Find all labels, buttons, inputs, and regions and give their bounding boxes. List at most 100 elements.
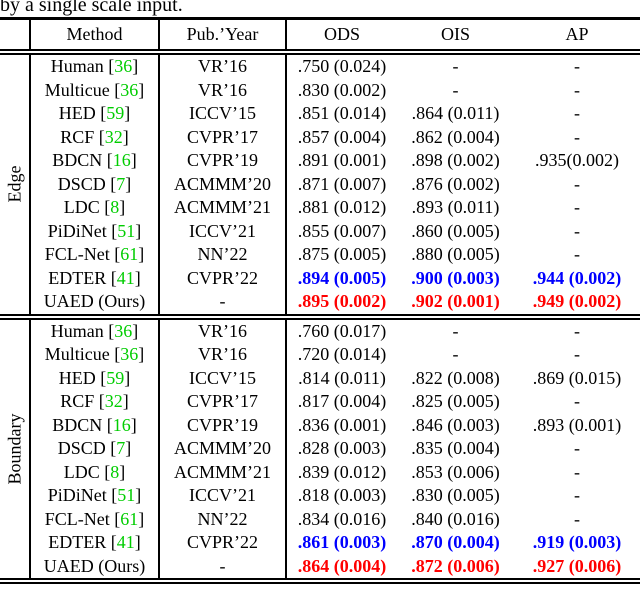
citation-link[interactable]: 59: [106, 367, 125, 388]
citation-link[interactable]: 7: [116, 173, 126, 194]
method-label-suffix: ]: [138, 244, 145, 265]
method-label-suffix: ]: [135, 485, 142, 506]
citation-link[interactable]: 7: [116, 438, 126, 459]
table-row-edter: EDTER [41] CVPR’22 .861 (0.003) .870 (0.…: [0, 531, 640, 555]
citation-link[interactable]: 32: [104, 391, 123, 412]
pub-year-cell: VR’16: [159, 78, 287, 102]
method-label: BDCN [: [52, 414, 113, 435]
table-row: FCL-Net [61] NN’22 .834 (0.016) .840 (0.…: [0, 507, 640, 531]
ap-value: -: [574, 79, 580, 100]
method-label-suffix: ]: [134, 532, 141, 553]
ois-value: .898 (0.002): [411, 150, 500, 171]
method-label: LDC [: [63, 461, 111, 482]
citation-link[interactable]: 61: [120, 508, 139, 529]
ois-value: .835 (0.004): [411, 438, 500, 459]
method-label: UAED (Ours): [43, 555, 146, 576]
method-cell: Human [36]: [30, 52, 160, 79]
table-row: RCF [32] CVPR’17 .817 (0.004) .825 (0.00…: [0, 390, 640, 414]
citation-link[interactable]: 59: [106, 103, 125, 124]
citation-link[interactable]: 41: [116, 267, 135, 288]
ois-value: .876 (0.002): [411, 173, 500, 194]
citation-link[interactable]: 36: [120, 79, 139, 100]
ap-value: -: [574, 485, 580, 506]
table-row: BDCN [16] CVPR’19 .836 (0.001) .846 (0.0…: [0, 413, 640, 437]
method-cell: RCF [32]: [30, 125, 160, 149]
ods-value: .760 (0.017): [297, 320, 387, 341]
method-label-suffix: ]: [119, 461, 126, 482]
ois-value: .830 (0.005): [411, 485, 500, 506]
pub-year-cell: ACMMM’20: [159, 437, 287, 461]
method-label-suffix: ]: [134, 267, 141, 288]
method-cell: FCL-Net [61]: [30, 243, 160, 267]
ods-value: .894 (0.005): [297, 267, 387, 288]
ois-value: .902 (0.001): [411, 291, 500, 312]
ap-value: -: [574, 103, 580, 124]
table-row: HED [59] ICCV’15 .851 (0.014) .864 (0.01…: [0, 102, 640, 126]
citation-link[interactable]: 61: [120, 244, 139, 265]
method-label: Human [: [50, 56, 115, 77]
ods-value: .834 (0.016): [297, 508, 387, 529]
citation-link[interactable]: 32: [104, 126, 123, 147]
ap-value: -: [574, 126, 580, 147]
ods-value: .720 (0.014): [297, 344, 387, 365]
ods-value: .830 (0.002): [297, 79, 387, 100]
ap-value: -: [574, 391, 580, 412]
table-row: BDCN [16] CVPR’19 .891 (0.001) .898 (0.0…: [0, 149, 640, 173]
ois-value: .864 (0.011): [411, 103, 500, 124]
citation-link[interactable]: 16: [112, 414, 131, 435]
table-row: PiDiNet [51] ICCV’21 .855 (0.007) .860 (…: [0, 219, 640, 243]
pub-year-cell: CVPR’19: [159, 413, 287, 437]
ods-value: .895 (0.002): [297, 291, 387, 312]
table-row: FCL-Net [61] NN’22 .875 (0.005) .880 (0.…: [0, 243, 640, 267]
citation-link[interactable]: 36: [120, 344, 139, 365]
pub-year-cell: CVPR’17: [159, 390, 287, 414]
citation-link[interactable]: 41: [116, 532, 135, 553]
method-label-suffix: ]: [122, 391, 129, 412]
ois-value: .870 (0.004): [411, 532, 500, 553]
pub-year-cell: NN’22: [159, 243, 287, 267]
citation-link[interactable]: 8: [110, 197, 120, 218]
citation-link[interactable]: 51: [117, 220, 136, 241]
ods-value: .857 (0.004): [297, 126, 387, 147]
method-cell: UAED (Ours): [30, 554, 160, 581]
method-label-suffix: ]: [125, 173, 132, 194]
method-label-suffix: ]: [119, 197, 126, 218]
citation-link[interactable]: 8: [110, 461, 120, 482]
ap-value: -: [574, 461, 580, 482]
ods-value: .851 (0.014): [297, 103, 387, 124]
method-cell: BDCN [16]: [30, 149, 160, 173]
method-cell: EDTER [41]: [30, 531, 160, 555]
method-cell: Human [36]: [30, 316, 160, 343]
ap-value: -: [574, 508, 580, 529]
method-label-suffix: ]: [138, 79, 145, 100]
table-row: Boundary Human [36] VR’16 .760 (0.017) -…: [0, 316, 640, 581]
citation-link[interactable]: 51: [117, 485, 136, 506]
ap-value: .919 (0.003): [532, 532, 622, 553]
table-row: Multicue [36] VR’16 .830 (0.002) - -: [0, 78, 640, 102]
results-table: Method Pub.’Year ODS OIS AP Edge Human […: [0, 17, 640, 584]
rotated-section-label: Boundary: [4, 413, 24, 485]
method-label-suffix: ]: [122, 126, 129, 147]
ods-value: .881 (0.012): [297, 197, 387, 218]
citation-link[interactable]: 36: [114, 56, 133, 77]
citation-link[interactable]: 36: [114, 320, 133, 341]
pub-year-cell: ACMMM’21: [159, 196, 287, 220]
method-label: Human [: [50, 320, 115, 341]
ap-value: -: [574, 56, 580, 77]
method-label: DSCD [: [57, 438, 117, 459]
method-label: FCL-Net [: [44, 244, 121, 265]
method-label: PiDiNet [: [47, 220, 118, 241]
pub-year-cell: VR’16: [159, 316, 287, 343]
boundary-section: Boundary Human [36] VR’16 .760 (0.017) -…: [0, 316, 640, 581]
method-cell: HED [59]: [30, 366, 160, 390]
method-label: RCF [: [60, 391, 105, 412]
ois-value: .900 (0.003): [411, 267, 500, 288]
header-ods: ODS: [323, 24, 360, 44]
ois-value: .860 (0.005): [411, 220, 500, 241]
method-cell: DSCD [7]: [30, 437, 160, 461]
header-method: Method: [30, 18, 160, 52]
method-label: FCL-Net [: [44, 508, 121, 529]
method-cell: RCF [32]: [30, 390, 160, 414]
citation-link[interactable]: 16: [112, 150, 131, 171]
header-ap: AP: [565, 24, 589, 44]
